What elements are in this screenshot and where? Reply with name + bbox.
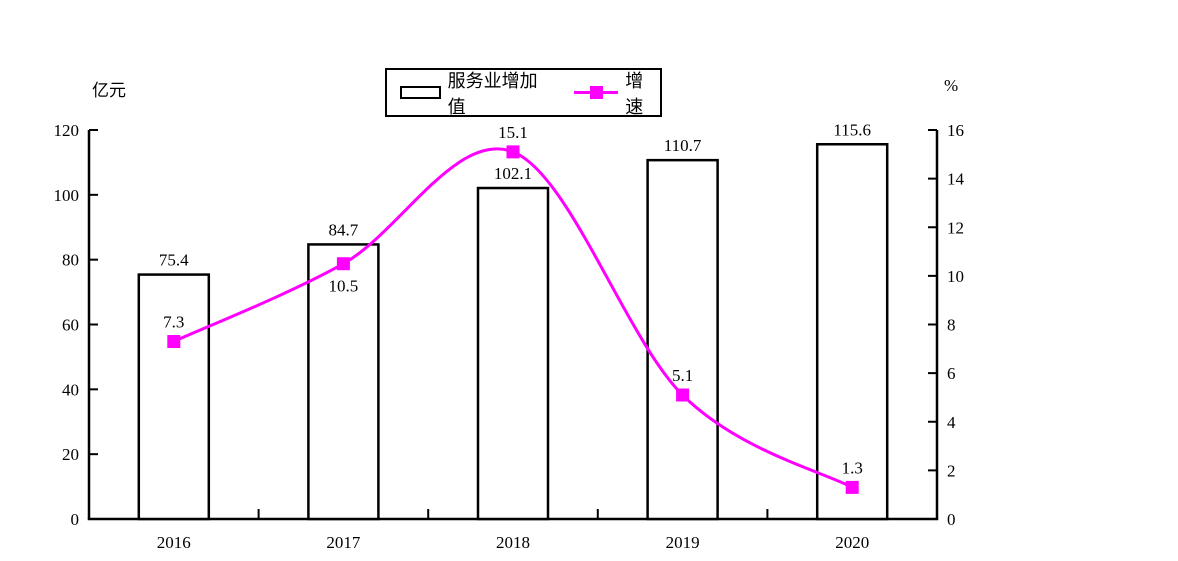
line-value-label: 5.1	[672, 366, 693, 385]
line-marker	[676, 388, 690, 402]
right-axis-tick-label: 0	[947, 510, 956, 529]
right-axis-tick-label: 4	[947, 413, 956, 432]
square-marker-icon	[589, 86, 603, 99]
right-axis-title: %	[944, 76, 959, 95]
line-value-label: 7.3	[163, 313, 184, 332]
x-axis-category-label: 2016	[157, 533, 191, 552]
right-axis-tick-label: 12	[947, 218, 964, 237]
right-axis-tick-label: 6	[947, 364, 956, 383]
bar-value-label: 110.7	[664, 136, 702, 155]
right-axis-tick-label: 14	[947, 170, 965, 189]
left-axis-tick-label: 80	[62, 251, 79, 270]
left-axis-tick-label: 0	[71, 510, 80, 529]
x-axis-category-label: 2017	[326, 533, 361, 552]
bar	[137, 273, 211, 521]
line-marker	[845, 480, 859, 494]
legend-label-line-series: 增速	[625, 70, 644, 117]
left-axis-tick-label: 40	[62, 380, 79, 399]
legend: 服务业增加值 增速	[385, 68, 662, 117]
line-marker	[506, 145, 520, 159]
bar-value-label: 75.4	[159, 251, 189, 270]
line-value-label: 10.5	[329, 277, 359, 296]
left-axis-tick-label: 100	[54, 186, 80, 205]
bar-series-swatch	[400, 86, 441, 99]
x-axis-category-label: 2020	[835, 533, 869, 552]
line-marker	[167, 335, 181, 349]
bar-value-label: 84.7	[329, 220, 359, 239]
x-axis-category-label: 2018	[496, 533, 530, 552]
x-axis-category-label: 2019	[666, 533, 700, 552]
left-axis-title: 亿元	[92, 81, 126, 100]
bar	[815, 143, 889, 521]
right-axis-tick-label: 16	[947, 121, 964, 140]
line-marker	[336, 257, 350, 271]
left-axis-tick-label: 60	[62, 316, 79, 335]
left-axis-tick-label: 20	[62, 445, 79, 464]
line-series-swatch	[573, 86, 619, 100]
bar-value-label: 115.6	[833, 120, 871, 139]
bar-value-label: 102.1	[494, 164, 532, 183]
left-axis-tick-label: 120	[54, 121, 80, 140]
line-value-label: 1.3	[842, 458, 863, 477]
right-axis-tick-label: 8	[947, 316, 956, 335]
legend-label-bar-series: 服务业增加值	[447, 70, 538, 117]
bar	[646, 158, 719, 521]
bar	[307, 243, 380, 521]
line-value-label: 15.1	[498, 123, 528, 142]
bar	[476, 186, 550, 521]
right-axis-tick-label: 2	[947, 461, 956, 480]
right-axis-tick-label: 10	[947, 267, 964, 286]
